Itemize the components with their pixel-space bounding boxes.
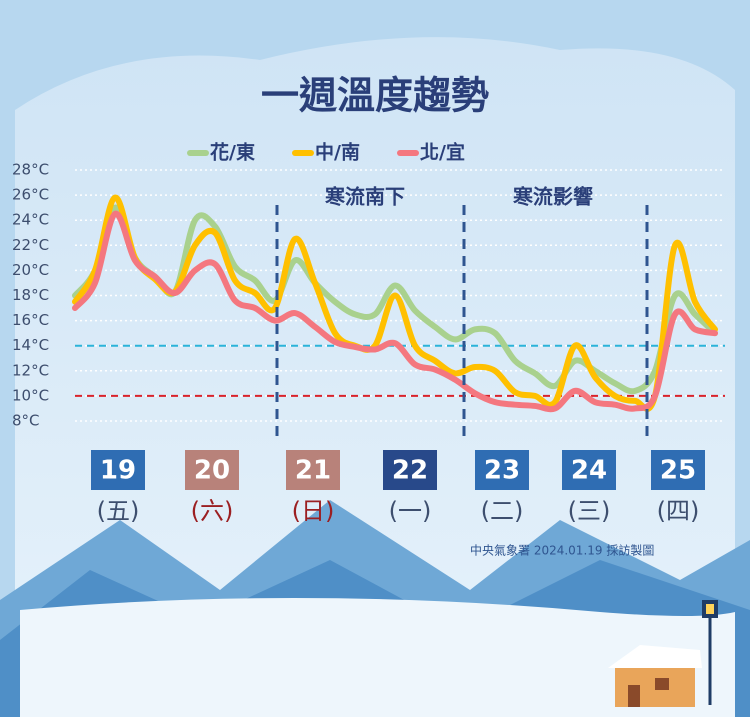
y-tick-label: 14°C — [12, 336, 49, 354]
house — [608, 600, 718, 707]
dividers — [275, 205, 649, 440]
y-tick-label: 8°C — [12, 412, 40, 430]
day-weekday: (一) — [389, 497, 432, 525]
source: 中央氣象署 2024.01.19 採訪製圖 — [470, 543, 654, 558]
y-tick-label: 26°C — [12, 186, 49, 204]
day-box — [562, 450, 616, 490]
day-box — [383, 450, 437, 490]
day-box — [91, 450, 145, 490]
y-tick-label: 16°C — [12, 311, 49, 329]
day-box — [286, 450, 340, 490]
day-date: 22 — [392, 456, 428, 486]
day-date: 19 — [100, 456, 136, 486]
day-weekday: (五) — [97, 497, 140, 525]
legend-label: 北/宜 — [420, 141, 465, 164]
day-weekday: (六) — [191, 497, 234, 525]
day-date: 23 — [484, 456, 520, 486]
annotation: 寒流南下 — [325, 185, 405, 209]
legend-label: 花/東 — [210, 141, 255, 164]
legend-label: 中/南 — [315, 141, 360, 164]
annotation: 寒流影響 — [513, 185, 593, 209]
y-tick-label: 10°C — [12, 386, 49, 404]
day-date: 25 — [660, 456, 696, 486]
day-weekday: (二) — [481, 497, 524, 525]
snow-ground — [20, 597, 735, 717]
plot: 8°C 10°C 12°C 14°C 16°C 18°C 20°C 22°C 24°C 26°C 2… — [12, 161, 725, 430]
day-weekday: (日) — [292, 497, 335, 525]
day-date: 20 — [194, 456, 230, 486]
day-weekday: (三) — [568, 497, 611, 525]
y-tick-label: 22°C — [12, 236, 49, 254]
day-date: 21 — [295, 456, 331, 486]
series-line — [72, 210, 718, 413]
chart-title: 一週溫度趨勢 — [261, 74, 489, 118]
series-line — [72, 194, 718, 412]
y-tick-label: 28°C — [12, 161, 49, 179]
day-box — [185, 450, 239, 490]
day-box — [651, 450, 705, 490]
day-date: 24 — [571, 456, 607, 486]
y-tick-label: 20°C — [12, 261, 49, 279]
y-tick-label: 24°C — [12, 211, 49, 229]
y-tick-label: 18°C — [12, 286, 49, 304]
day-box — [475, 450, 529, 490]
day-weekday: (四) — [657, 497, 700, 525]
y-tick-label: 12°C — [12, 361, 49, 379]
